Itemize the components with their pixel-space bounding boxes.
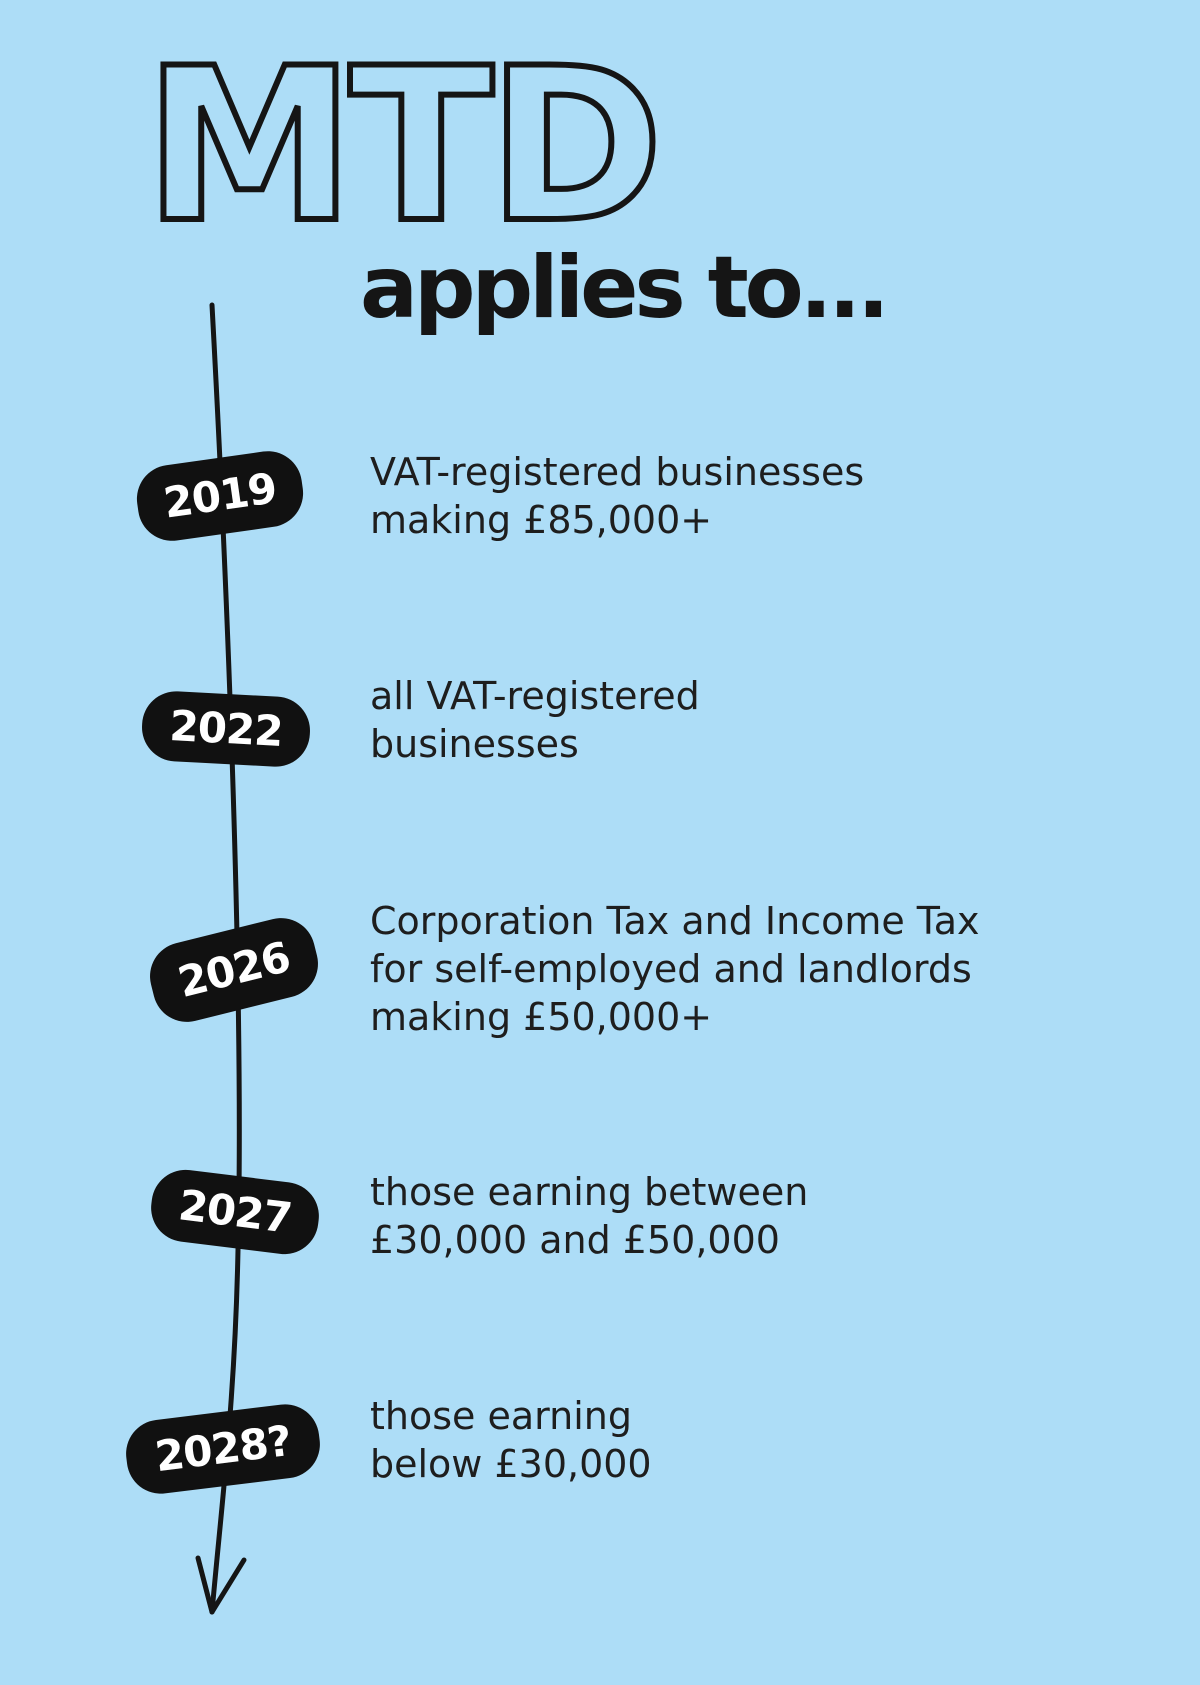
page-title: MTD <box>141 22 667 269</box>
arrow-head-icon <box>195 1555 247 1615</box>
milestone-description-2026: Corporation Tax and Income Tax for self-… <box>370 897 1090 1041</box>
description-line: making £85,000+ <box>370 498 713 542</box>
description-line: £30,000 and £50,000 <box>370 1218 780 1262</box>
milestone-description-2022: all VAT-registered businesses <box>370 672 1090 768</box>
description-line: all VAT-registered <box>370 674 700 718</box>
milestone-description-2019: VAT-registered businesses making £85,000… <box>370 448 1090 544</box>
description-line: VAT-registered businesses <box>370 450 865 494</box>
description-line: making £50,000+ <box>370 995 713 1039</box>
description-line: for self-employed and landlords <box>370 947 972 991</box>
year-pill-2022: 2022 <box>140 689 312 769</box>
description-line: those earning <box>370 1394 632 1438</box>
description-line: those earning between <box>370 1170 809 1214</box>
milestone-description-2028: those earning below £30,000 <box>370 1392 1090 1488</box>
page-subtitle: applies to... <box>360 238 890 338</box>
milestone-description-2027: those earning between £30,000 and £50,00… <box>370 1168 1090 1264</box>
description-line: Corporation Tax and Income Tax <box>370 899 980 943</box>
description-line: below £30,000 <box>370 1442 652 1486</box>
description-line: businesses <box>370 722 579 766</box>
